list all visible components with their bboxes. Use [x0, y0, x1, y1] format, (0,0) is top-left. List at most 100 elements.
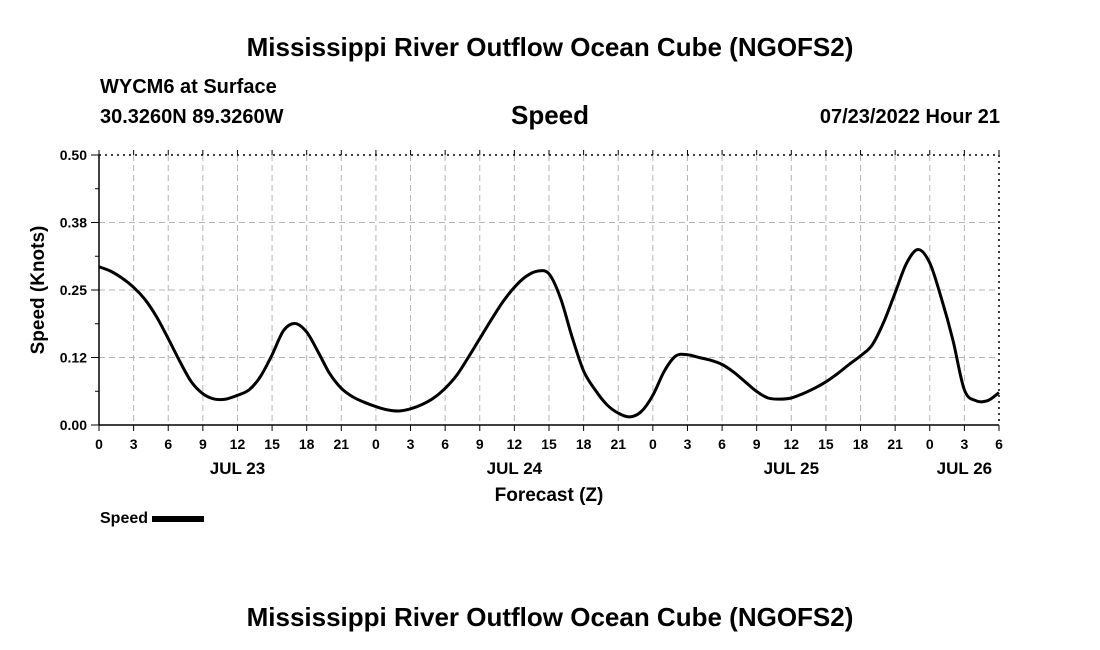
speed-data-point	[998, 391, 1001, 394]
speed-data-point	[651, 394, 654, 397]
speed-data-point	[709, 359, 712, 362]
day-label: JUL 23	[210, 459, 265, 478]
speed-data-point	[974, 399, 977, 402]
speed-data-point	[121, 277, 124, 280]
speed-data-point	[940, 297, 943, 300]
speed-data-point	[248, 388, 251, 391]
tick-labels: 0 3 6 9 12 15 18 21 0 3 6 9 12 15 18 21 0 3 6 9 12 15 18 21 0 3 6 0…	[28, 147, 1003, 506]
speed-data-point	[594, 388, 597, 391]
speed-data-point	[917, 248, 920, 251]
speed-data-point	[951, 338, 954, 341]
station-name: WYCM6 at Surface	[100, 76, 277, 98]
x-tick-label: 21	[610, 436, 626, 452]
x-tick-label: 9	[753, 436, 761, 452]
legend-swatch	[152, 516, 205, 522]
speed-data-point	[374, 405, 377, 408]
x-tick-label: 15	[264, 436, 280, 452]
x-tick-label: 6	[164, 436, 172, 452]
day-label: JUL 26	[937, 459, 992, 478]
x-tick-label: 12	[230, 436, 246, 452]
speed-data-point	[524, 275, 527, 278]
speed-data-point	[871, 344, 874, 347]
speed-data-point	[432, 397, 435, 400]
chart-title: Speed	[510, 100, 590, 130]
speed-data-point	[859, 354, 862, 357]
axes	[91, 150, 1000, 431]
y-tick-label: 0.38	[60, 215, 87, 231]
speed-data-point	[801, 392, 804, 395]
speed-data-point	[478, 337, 481, 340]
x-tick-label: 0	[649, 436, 657, 452]
speed-data-point	[201, 392, 204, 395]
speed-data-point	[686, 353, 689, 356]
x-tick-label: 21	[334, 436, 350, 452]
x-tick-label: 0	[372, 436, 380, 452]
speed-data-point	[501, 300, 504, 303]
x-tick-label: 3	[684, 436, 692, 452]
speed-data-point	[444, 387, 447, 390]
x-tick-label: 3	[960, 436, 968, 452]
day-label: JUL 25	[764, 459, 819, 478]
x-tick-label: 9	[476, 436, 484, 452]
speed-data-point	[259, 375, 262, 378]
main-title: Mississippi River Outflow Ocean Cube (NG…	[246, 32, 854, 62]
speed-data-point	[305, 331, 308, 334]
speed-data-point	[178, 360, 181, 363]
speed-data-point	[790, 397, 793, 400]
speed-data-point	[674, 354, 677, 357]
speed-data-point	[732, 371, 735, 374]
speed-data-point	[824, 380, 827, 383]
speed-data-point	[905, 262, 908, 265]
speed-chart: 0 3 6 9 12 15 18 21 0 3 6 9 12 15 18 21 0 3 6 9 12 15 18 21 0 3 6 0…	[28, 147, 1003, 506]
speed-data-point	[190, 380, 193, 383]
speed-data-point	[363, 401, 366, 404]
speed-data-point	[167, 337, 170, 340]
speed-data-point	[351, 395, 354, 398]
speed-data-point	[894, 291, 897, 294]
y-tick-label: 0.12	[60, 350, 87, 366]
day-label: JUL 24	[487, 459, 543, 478]
x-tick-label: 12	[507, 436, 523, 452]
speed-data-point	[628, 415, 631, 418]
x-axis-title: Forecast (Z)	[495, 485, 604, 506]
station-coordinates: 30.3260N 89.3260W	[100, 106, 284, 128]
speed-data-point	[467, 356, 470, 359]
speed-data-point	[744, 380, 747, 383]
speed-data-point	[559, 297, 562, 300]
speed-data-point	[536, 270, 539, 273]
speed-data-point	[582, 370, 585, 373]
x-tick-label: 0	[926, 436, 934, 452]
speed-data-point	[755, 390, 758, 393]
grid-lines	[99, 155, 999, 425]
speed-data-point	[640, 410, 643, 413]
speed-data-point	[963, 388, 966, 391]
y-tick-label: 0.25	[60, 282, 87, 298]
speed-data-point	[271, 353, 274, 356]
speed-data-point	[98, 265, 101, 268]
speed-data-point	[882, 321, 885, 324]
speed-data-point	[813, 387, 816, 390]
speed-data-point	[213, 398, 216, 401]
x-tick-label: 0	[95, 436, 103, 452]
speed-data-point	[398, 410, 401, 413]
speed-data-point	[490, 318, 493, 321]
x-tick-label: 9	[199, 436, 207, 452]
speed-data-point	[698, 356, 701, 359]
speed-data-point	[409, 407, 412, 410]
speed-data-point	[328, 372, 331, 375]
speed-data-point	[513, 286, 516, 289]
speed-data-point	[155, 316, 158, 319]
x-tick-label: 18	[853, 436, 869, 452]
series-layer	[98, 248, 1001, 419]
speed-data-point	[848, 363, 851, 366]
x-tick-label: 21	[887, 436, 903, 452]
speed-data-point	[617, 412, 620, 415]
speed-data-point	[132, 286, 135, 289]
legend-label: Speed	[100, 510, 149, 527]
speed-data-point	[455, 374, 458, 377]
x-tick-label: 6	[995, 436, 1003, 452]
speed-data-point	[109, 270, 112, 273]
forecast-timestamp: 07/23/2022 Hour 21	[819, 106, 1000, 128]
speed-data-point	[294, 322, 297, 325]
y-tick-label: 0.00	[60, 417, 87, 433]
